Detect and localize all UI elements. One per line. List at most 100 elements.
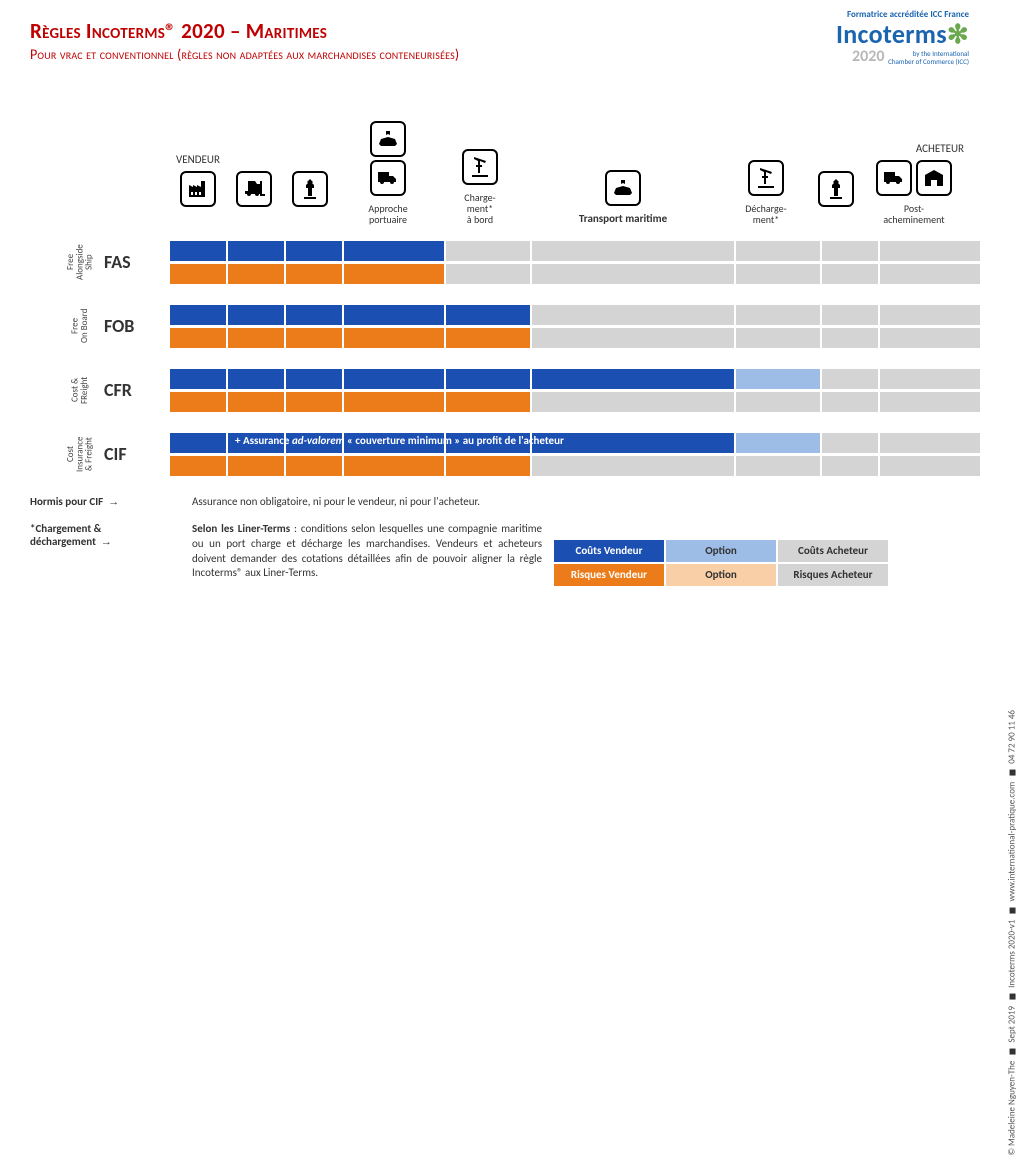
legend-cell: Option [666, 540, 776, 562]
bar-segment [170, 241, 226, 261]
legend-cell: Option [666, 564, 776, 586]
bar-segment [344, 305, 444, 325]
col-transport: Transport maritime [577, 213, 669, 225]
row-code: CIF [100, 443, 170, 465]
bar-segment [532, 433, 734, 453]
forklift-icon [236, 171, 272, 207]
factory-icon [180, 171, 216, 207]
bar-segment [344, 369, 444, 389]
bar-segment [736, 328, 820, 348]
column-headers: VENDEUR Approcheportuaire Charge-ment*à … [60, 103, 994, 225]
bar-segment [736, 369, 820, 389]
bar-segment [228, 305, 284, 325]
logo: Formatrice accréditée ICC France Incoter… [836, 10, 969, 66]
bar-segment [446, 241, 530, 261]
bar-segment [286, 305, 342, 325]
bar-segment [170, 369, 226, 389]
row-fullname: CostInsurance& Freight [60, 431, 100, 477]
bar-segment [736, 392, 820, 412]
bar-segment [228, 456, 284, 476]
bar-segment [822, 369, 878, 389]
bar-segment [446, 433, 530, 453]
cost-bar [170, 433, 964, 453]
crane-load-icon [462, 149, 498, 185]
bar-segment [446, 305, 530, 325]
bar-segment [822, 264, 878, 284]
bar-segment [344, 392, 444, 412]
row-fullname: Cost &FReight [60, 367, 100, 413]
incoterm-row-fob: FreeOn BoardFOB [60, 303, 994, 349]
bar-segment [344, 433, 444, 453]
col-dechargement: Décharge-ment* [743, 203, 788, 225]
incoterms-chart: VENDEUR Approcheportuaire Charge-ment*à … [60, 103, 994, 477]
col-approche: Approcheportuaire [366, 203, 409, 225]
bar-segment [736, 305, 820, 325]
incoterm-row-cif: CostInsurance& FreightCIF+ Assurance ad-… [60, 431, 994, 477]
truck-delivery-icon [876, 160, 912, 196]
bar-segment [286, 456, 342, 476]
bar-segment [822, 392, 878, 412]
bar-segment [880, 433, 980, 453]
vendeur-label: VENDEUR [176, 153, 220, 166]
customs-icon [292, 171, 328, 207]
col-post: Post-acheminement [881, 203, 946, 225]
note-2-text: Selon les Liner-Terms : conditions selon… [192, 522, 542, 586]
bar-segment [228, 433, 284, 453]
truck-icon [370, 160, 406, 196]
bar-segment [446, 392, 530, 412]
logo-word: Incoterms [836, 18, 947, 50]
bar-segment [736, 241, 820, 261]
row-fullname: FreeOn Board [60, 303, 100, 349]
ship-icon [370, 121, 406, 157]
bar-segment [822, 305, 878, 325]
legend: Coûts VendeurOptionCoûts AcheteurRisques… [554, 540, 994, 586]
bar-segment [286, 241, 342, 261]
logo-subtext: by the InternationalChamber of Commerce … [888, 50, 969, 65]
bar-segment [822, 456, 878, 476]
incoterm-rows: FreeAlongsideShipFAS FreeOn BoardFOB Cost … [60, 239, 994, 477]
legend-cell: Risques Vendeur [554, 564, 664, 586]
col-chargement: Charge-ment*à bord [462, 192, 497, 225]
bar-segment [532, 241, 734, 261]
bar-segment [880, 328, 980, 348]
cost-bar [170, 369, 964, 389]
bar-segment [170, 456, 226, 476]
bar-segment [446, 369, 530, 389]
logo-star-icon: ✻ [947, 18, 969, 50]
note-1-text: Assurance non obligatoire, ni pour le ve… [192, 495, 542, 510]
bar-segment [880, 305, 980, 325]
bar-segment [286, 433, 342, 453]
bar-segment [446, 328, 530, 348]
bar-segment [344, 241, 444, 261]
bar-segment [228, 264, 284, 284]
bar-segment [880, 369, 980, 389]
bar-segment [170, 328, 226, 348]
copyright-sidebar: © Madeleine Nguyen-The Sept 2019 Incoter… [998, 10, 1018, 710]
bar-segment [344, 456, 444, 476]
bar-segment [228, 328, 284, 348]
row-code: FOB [100, 315, 170, 337]
bar-segment [880, 392, 980, 412]
bar-segment [228, 392, 284, 412]
incoterm-row-fas: FreeAlongsideShipFAS [60, 239, 994, 285]
bar-segment [344, 328, 444, 348]
bar-segment [532, 392, 734, 412]
risk-bar [170, 456, 964, 476]
bar-segment [228, 241, 284, 261]
acheteur-label: ACHETEUR [864, 142, 964, 155]
bar-segment [170, 392, 226, 412]
legend-cell: Coûts Acheteur [778, 540, 888, 562]
row-code: FAS [100, 251, 170, 273]
footer: Hormis pour CIF → Assurance non obligato… [30, 495, 994, 586]
cost-bar [170, 241, 964, 261]
cost-bar [170, 305, 964, 325]
bar-segment [286, 392, 342, 412]
crane-unload-icon [748, 160, 784, 196]
bar-segment [170, 433, 226, 453]
bar-segment [532, 264, 734, 284]
bar-segment [532, 305, 734, 325]
bar-segment [446, 264, 530, 284]
bar-segment [736, 433, 820, 453]
ship-transport-icon [605, 170, 641, 206]
bar-segment [286, 264, 342, 284]
